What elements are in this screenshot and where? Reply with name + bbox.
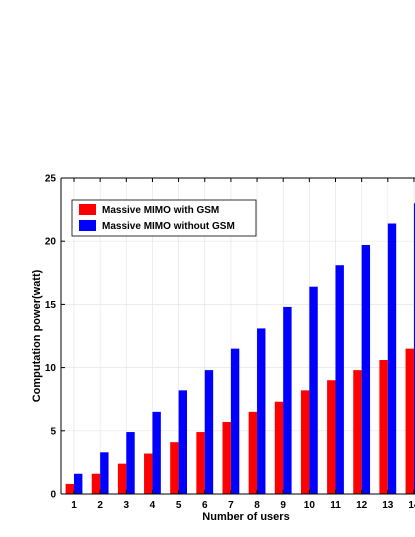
x-tick-label-7: 7 bbox=[228, 500, 234, 511]
bar-with-gsm-1 bbox=[65, 483, 74, 494]
legend-box bbox=[71, 199, 257, 237]
legend-swatch-without-gsm bbox=[79, 220, 96, 231]
bar-with-gsm-2 bbox=[91, 473, 101, 494]
y-tick-label-25: 25 bbox=[45, 174, 57, 185]
bar-without-gsm-12 bbox=[361, 244, 371, 494]
bar-without-gsm-6 bbox=[204, 370, 214, 494]
x-tick-label-12: 12 bbox=[356, 500, 368, 511]
legend: Massive MIMO with GSM Massive MIMO witho… bbox=[71, 199, 257, 237]
x-tick-label-1: 1 bbox=[71, 500, 77, 511]
bar-with-gsm-6 bbox=[196, 432, 205, 494]
x-tick-label-5: 5 bbox=[176, 500, 182, 511]
bar-without-gsm-1 bbox=[74, 473, 83, 494]
bar-with-gsm-4 bbox=[144, 453, 153, 494]
bar-without-gsm-13 bbox=[387, 223, 397, 494]
x-tick-label-14: 14 bbox=[408, 500, 415, 511]
bar-with-gsm-12 bbox=[353, 370, 362, 494]
bar-without-gsm-9 bbox=[283, 306, 292, 494]
bar-without-gsm-4 bbox=[152, 411, 161, 494]
bar-without-gsm-14 bbox=[413, 203, 415, 494]
y-tick-label-0: 0 bbox=[50, 490, 56, 501]
legend-label-without-gsm: Massive MIMO without GSM bbox=[102, 221, 235, 232]
bar-without-gsm-2 bbox=[100, 452, 109, 494]
y-tick-label-10: 10 bbox=[45, 363, 57, 374]
bar-with-gsm-13 bbox=[379, 360, 388, 494]
bar-without-gsm-10 bbox=[309, 286, 318, 494]
x-tick-label-3: 3 bbox=[124, 500, 130, 511]
bar-without-gsm-7 bbox=[230, 348, 240, 494]
bar-without-gsm-5 bbox=[178, 390, 187, 494]
legend-label-with-gsm: Massive MIMO with GSM bbox=[102, 205, 219, 216]
bar-with-gsm-11 bbox=[327, 380, 336, 494]
y-axis-title: Computation power(watt) bbox=[31, 269, 43, 402]
x-tick-label-4: 4 bbox=[150, 500, 156, 511]
bar-without-gsm-3 bbox=[126, 432, 135, 494]
bar-with-gsm-10 bbox=[300, 390, 310, 494]
bar-with-gsm-8 bbox=[248, 411, 258, 494]
axes bbox=[60, 177, 415, 495]
bars bbox=[65, 203, 415, 494]
x-axis-title: Number of users bbox=[202, 511, 289, 523]
x-tick-label-6: 6 bbox=[202, 500, 208, 511]
legend-swatch-with-gsm bbox=[79, 204, 96, 215]
x-tick-label-13: 13 bbox=[382, 500, 394, 511]
bar-with-gsm-5 bbox=[170, 442, 179, 494]
bar-without-gsm-8 bbox=[257, 328, 266, 494]
bar-with-gsm-9 bbox=[274, 401, 284, 494]
y-tick-label-15: 15 bbox=[45, 300, 57, 311]
x-tick-label-10: 10 bbox=[304, 500, 316, 511]
bar-with-gsm-14 bbox=[405, 348, 414, 494]
x-tick-label-8: 8 bbox=[254, 500, 260, 511]
bar-with-gsm-7 bbox=[222, 421, 231, 494]
y-tick-label-20: 20 bbox=[45, 237, 57, 248]
x-tick-label-11: 11 bbox=[330, 500, 341, 511]
tick-labels: 05101520251234567891011121314 bbox=[45, 174, 415, 512]
x-tick-label-9: 9 bbox=[280, 500, 286, 511]
y-tick-label-5: 5 bbox=[50, 426, 56, 437]
bar-with-gsm-3 bbox=[117, 463, 127, 494]
bar-without-gsm-11 bbox=[335, 265, 344, 494]
x-tick-label-2: 2 bbox=[97, 500, 103, 511]
